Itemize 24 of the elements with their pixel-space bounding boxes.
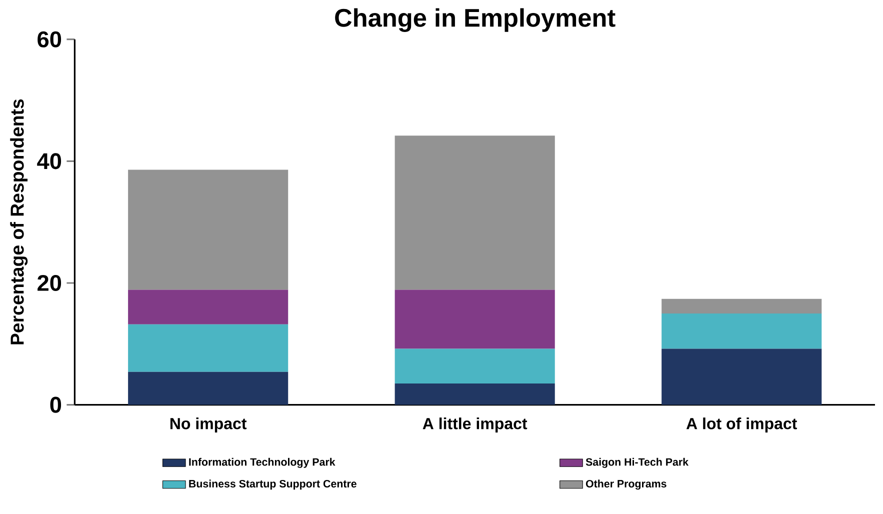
y-tick-label: 0 [50,396,62,413]
bar [394,135,555,290]
y-axis-title: Percentage of Respondents [10,99,28,344]
legend-label: Other Programs [586,480,666,490]
legend-label: Business Startup Support Centre [189,480,356,490]
bar [394,290,555,349]
y-tick-label: 40 [37,153,62,170]
bar [662,313,822,349]
x-tick-label: A little impact [422,417,528,432]
x-tick-label: A lot of impact [686,417,797,432]
y-tick-label: 20 [38,274,62,291]
bar [662,348,822,405]
x-tick-label: No impact [170,417,247,432]
legend-label: Information Technology Park [189,458,336,468]
bar [394,348,555,384]
bar [394,383,555,405]
bar [128,324,288,372]
bar [662,298,822,314]
legend-label: Saigon Hi-Tech Park [586,458,689,468]
bar [128,290,288,324]
chart-title: Change in Employment [335,8,616,32]
bar [128,170,288,290]
y-tick-label: 60 [38,31,62,48]
bar [128,372,288,405]
